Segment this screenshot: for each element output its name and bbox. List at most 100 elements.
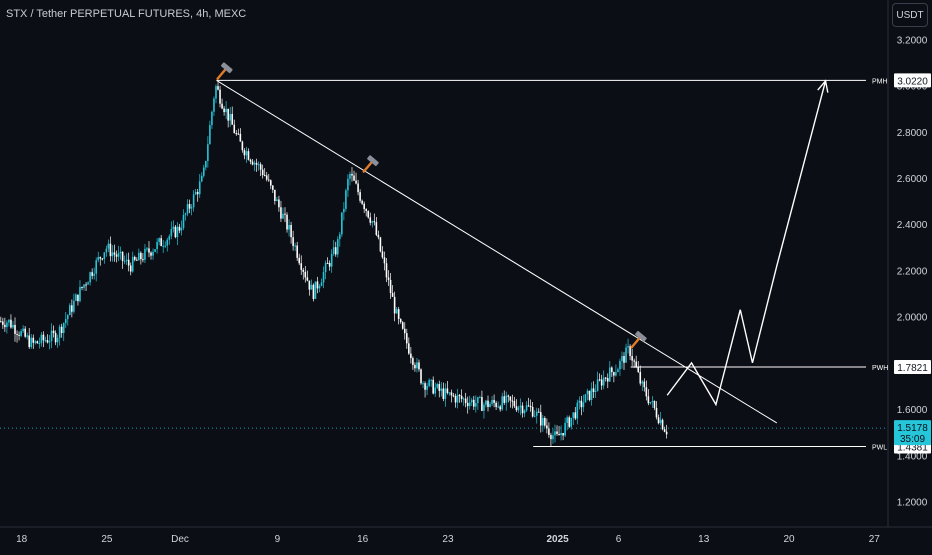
candle-body (564, 422, 566, 436)
candle-body (233, 124, 236, 134)
candle-body (300, 263, 303, 270)
candle-body (186, 204, 189, 214)
level-price-pwl: 1.4381 (897, 443, 928, 454)
candle-body (205, 161, 207, 168)
candle-body (251, 161, 254, 165)
hammer-icon (362, 155, 379, 173)
candle-body (428, 380, 430, 387)
hammer-icon (630, 330, 647, 349)
candle-body (548, 428, 550, 435)
candle-body (54, 333, 57, 343)
candle-body (653, 400, 656, 408)
candle-body (133, 256, 136, 260)
level-price-box-pmh (894, 73, 931, 88)
candle-body (385, 263, 388, 278)
candle-body (387, 277, 390, 281)
candle-body (454, 395, 457, 403)
candle-body (351, 173, 353, 176)
candle-body (158, 238, 160, 242)
candle-body (529, 406, 532, 408)
hammer-head (635, 330, 647, 342)
candle-body (515, 406, 518, 411)
candle-body (505, 395, 508, 403)
candle-body (377, 234, 380, 238)
candle-body (501, 396, 504, 410)
candle-body (282, 213, 284, 219)
candle-body (146, 248, 148, 250)
candle-body (12, 324, 14, 328)
candle-body (207, 144, 209, 162)
candle-body (456, 395, 459, 403)
y-tick-label: 3.2000 (897, 35, 928, 46)
candle-body (509, 396, 512, 401)
candle-body (637, 367, 640, 372)
candle-body (20, 331, 22, 336)
currency-button[interactable]: USDT (892, 3, 928, 27)
candle-body (188, 204, 191, 209)
projection-arrowhead (817, 79, 829, 93)
candle-body (586, 390, 589, 395)
candle-body (328, 263, 331, 267)
candle-body (556, 431, 558, 434)
candle-body (121, 251, 124, 261)
candle-body (190, 207, 193, 209)
candle-body (42, 334, 45, 341)
candle-body (613, 372, 615, 376)
candle-body (393, 296, 396, 314)
candle-body (353, 175, 355, 181)
candle-body (129, 265, 132, 272)
candle-body (359, 192, 361, 201)
candle-body (594, 390, 597, 392)
candle-body (558, 433, 560, 436)
projection-path (666, 80, 827, 407)
candle-body (531, 406, 534, 417)
candle-body (570, 417, 573, 427)
candle-body (239, 133, 242, 142)
candle-body (221, 103, 223, 109)
candle-body (438, 384, 441, 391)
candle-body (479, 397, 481, 399)
candle-body (225, 108, 227, 113)
candle-body (406, 333, 408, 344)
candle-body (617, 369, 619, 373)
candle-body (424, 383, 426, 390)
y-tick-label: 2.0000 (897, 313, 928, 324)
candle-body (363, 203, 365, 210)
candle-body (144, 248, 146, 260)
candle-body (97, 257, 100, 261)
candle-body (440, 388, 443, 391)
candle-body (127, 259, 130, 266)
candle-body (639, 371, 642, 384)
candle-body (115, 254, 118, 257)
candle-body (485, 400, 487, 405)
candle-body (32, 337, 35, 343)
candle-body (292, 237, 294, 246)
candle-body (414, 364, 416, 369)
candle-body (109, 243, 112, 257)
candle-body (651, 400, 654, 403)
candle-body (261, 169, 264, 176)
candle-body (611, 367, 613, 373)
candle-body (600, 379, 603, 386)
candle-body (276, 199, 278, 201)
candle-body (263, 175, 266, 177)
candle-body (243, 150, 246, 156)
candle-body (99, 257, 102, 259)
candle-body (152, 251, 154, 256)
candle-body (150, 252, 152, 256)
candle-body (448, 392, 451, 394)
candle-body (412, 358, 414, 365)
candle-body (574, 412, 577, 419)
candle-body (105, 248, 108, 253)
candle-body (123, 260, 126, 262)
candle-body (641, 381, 644, 384)
candle-body (298, 257, 301, 264)
candle-body (296, 245, 298, 258)
candles-layer (0, 82, 668, 447)
candle-body (450, 392, 453, 396)
candle-body (578, 400, 581, 403)
candle-body (562, 432, 564, 436)
candle-body (174, 226, 177, 238)
